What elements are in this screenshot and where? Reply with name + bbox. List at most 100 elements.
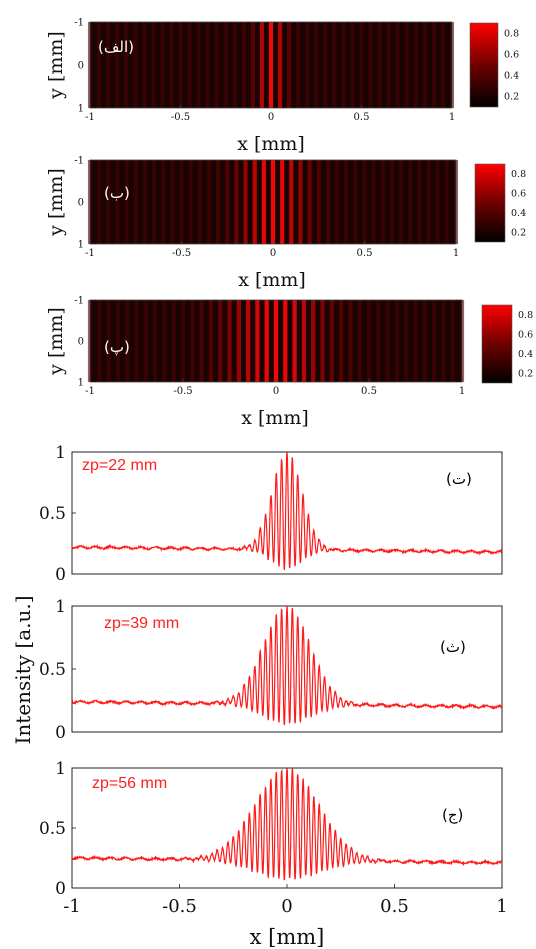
line-y-ticks: 00.51	[39, 597, 76, 743]
y-tick-label: 0.5	[39, 660, 66, 680]
colorbar-ticks: 0.8 0.6 0.4 0.2	[504, 29, 519, 103]
fringe-band	[413, 300, 418, 382]
fringe-band	[334, 160, 340, 244]
fringe-band	[252, 160, 257, 244]
y-tick-label: -1	[74, 18, 84, 29]
fringe-band	[408, 160, 413, 244]
fringe-band	[188, 160, 193, 244]
fringe-band	[115, 300, 120, 382]
fringe-band	[178, 22, 183, 108]
fringe-band	[151, 22, 156, 108]
y-tick-label: 0	[78, 337, 84, 348]
fringe-band	[273, 300, 279, 382]
x-tick-label: 0.5	[354, 112, 370, 123]
fringe-band	[134, 300, 139, 382]
heatmap-y-ticks: -1 0 1	[74, 18, 84, 115]
fringe-band	[404, 22, 409, 108]
colorbar-tick-label: 0.6	[504, 50, 519, 61]
line-y-ticks: 00.51	[39, 443, 76, 585]
fringe-band	[246, 300, 251, 382]
fringe-band	[241, 22, 246, 108]
fringe-band	[205, 22, 210, 108]
x-tick-label: 0	[281, 896, 292, 917]
fringe-band	[124, 160, 129, 244]
x-tick-label: 1	[459, 386, 465, 397]
fringe-band	[348, 300, 353, 382]
fringe-band	[133, 22, 138, 108]
fringe-band	[125, 300, 130, 382]
x-tick-label: 0.5	[357, 248, 373, 259]
fringe-band	[350, 22, 355, 108]
fringe-band	[314, 22, 319, 108]
fringe-band	[153, 300, 158, 382]
fringe-band	[301, 300, 306, 382]
fringe-band	[422, 22, 427, 108]
fringe-band	[320, 300, 325, 382]
fringe-band	[236, 300, 241, 382]
fringe-band	[385, 300, 390, 382]
line-panel-se: 00.51 zp=39 mm (ث)	[39, 597, 503, 743]
fringe-band	[259, 22, 264, 108]
fringe-band	[366, 300, 372, 382]
fringe-band	[380, 160, 385, 244]
y-tick-label: 0	[78, 61, 84, 72]
x-tick-label: 1	[496, 896, 507, 917]
y-tick-label: 0	[55, 879, 66, 899]
fringe-band	[435, 160, 440, 244]
fringe-band	[218, 300, 223, 382]
colorbar-tick-label: 0.8	[518, 310, 533, 321]
panel-label-alef: (الف)	[98, 38, 134, 56]
heatmap-panel-be: (ب) -1 -0.5 0 0.5 1 -101 x [mm] y [mm] 0.80.…	[45, 156, 526, 292]
fringe-band	[298, 160, 303, 244]
fringe-band	[187, 22, 192, 108]
y-tick-label: 1	[78, 104, 84, 115]
fringe-band	[227, 300, 232, 382]
y-tick-label: 1	[55, 759, 66, 779]
colorbar-tick-label: 0.4	[511, 208, 526, 219]
colorbar-ticks: 0.8 0.6 0.4 0.2	[518, 310, 533, 380]
y-tick-label: 0	[78, 198, 84, 209]
line-x-ticks: -1 -0.5 0 0.5 1	[63, 884, 508, 917]
x-tick-label: 1	[453, 248, 459, 259]
heatmap-panel-pe: (پ) -1 -0.5 0 0.5 1 -101 x [mm] y [mm] 0.80.…	[45, 296, 533, 430]
panel-label-jim: (ج)	[442, 806, 463, 825]
intensity-line	[71, 767, 503, 881]
heatmap-plot-area	[87, 300, 465, 382]
fringe-band	[389, 160, 395, 244]
fringe-band	[115, 22, 120, 108]
heatmap-x-axis-label: x [mm]	[241, 407, 309, 429]
x-tick-label: -0.5	[171, 112, 190, 123]
heatmap-x-ticks: -1 -0.5 0 0.5 1	[85, 241, 459, 259]
y-tick-label: 1	[78, 378, 84, 389]
fringe-band	[441, 300, 446, 382]
colorbar-tick-label: 0.8	[511, 169, 526, 180]
y-tick-label: 0.5	[39, 819, 66, 839]
fringe-band	[344, 160, 349, 244]
x-tick-label: 0	[268, 112, 274, 123]
colorbar-tick-label: 0.2	[518, 368, 533, 379]
heatmap-panel-alef: (الف) -1 -0.5 0 0.5 1 -1 0 1 x [mm] y [mm] 0.8…	[45, 18, 519, 156]
x-tick-label: -1	[85, 112, 95, 123]
fringe-band	[413, 22, 418, 108]
x-tick-label: 0	[270, 248, 276, 259]
x-tick-label: -1	[85, 386, 95, 397]
fringe-band	[234, 160, 239, 244]
fringe-band	[359, 22, 364, 108]
fringe-band	[255, 300, 260, 382]
fringe-band	[162, 300, 167, 382]
heatmap-y-ticks: -1 0 1	[74, 156, 84, 251]
heatmap-y-ticks: -1 0 1	[74, 296, 84, 389]
intensity-y-axis-label: Intensity [a.u.]	[11, 595, 35, 744]
fringe-band	[169, 22, 174, 108]
x-tick-label: 1	[449, 112, 455, 123]
fringe-band	[362, 160, 367, 244]
fringe-band	[426, 160, 431, 244]
fringe-band	[386, 22, 391, 108]
colorbar-ticks: 0.8 0.6 0.4 0.2	[511, 169, 526, 239]
heatmap-x-axis-label: x [mm]	[238, 269, 306, 291]
colorbar-tick-label: 0.6	[518, 329, 533, 340]
x-tick-label: -1	[63, 896, 81, 917]
zp-annotation: zp=22 mm	[82, 457, 157, 474]
fringe-band	[225, 160, 230, 244]
fringe-band	[97, 300, 102, 382]
